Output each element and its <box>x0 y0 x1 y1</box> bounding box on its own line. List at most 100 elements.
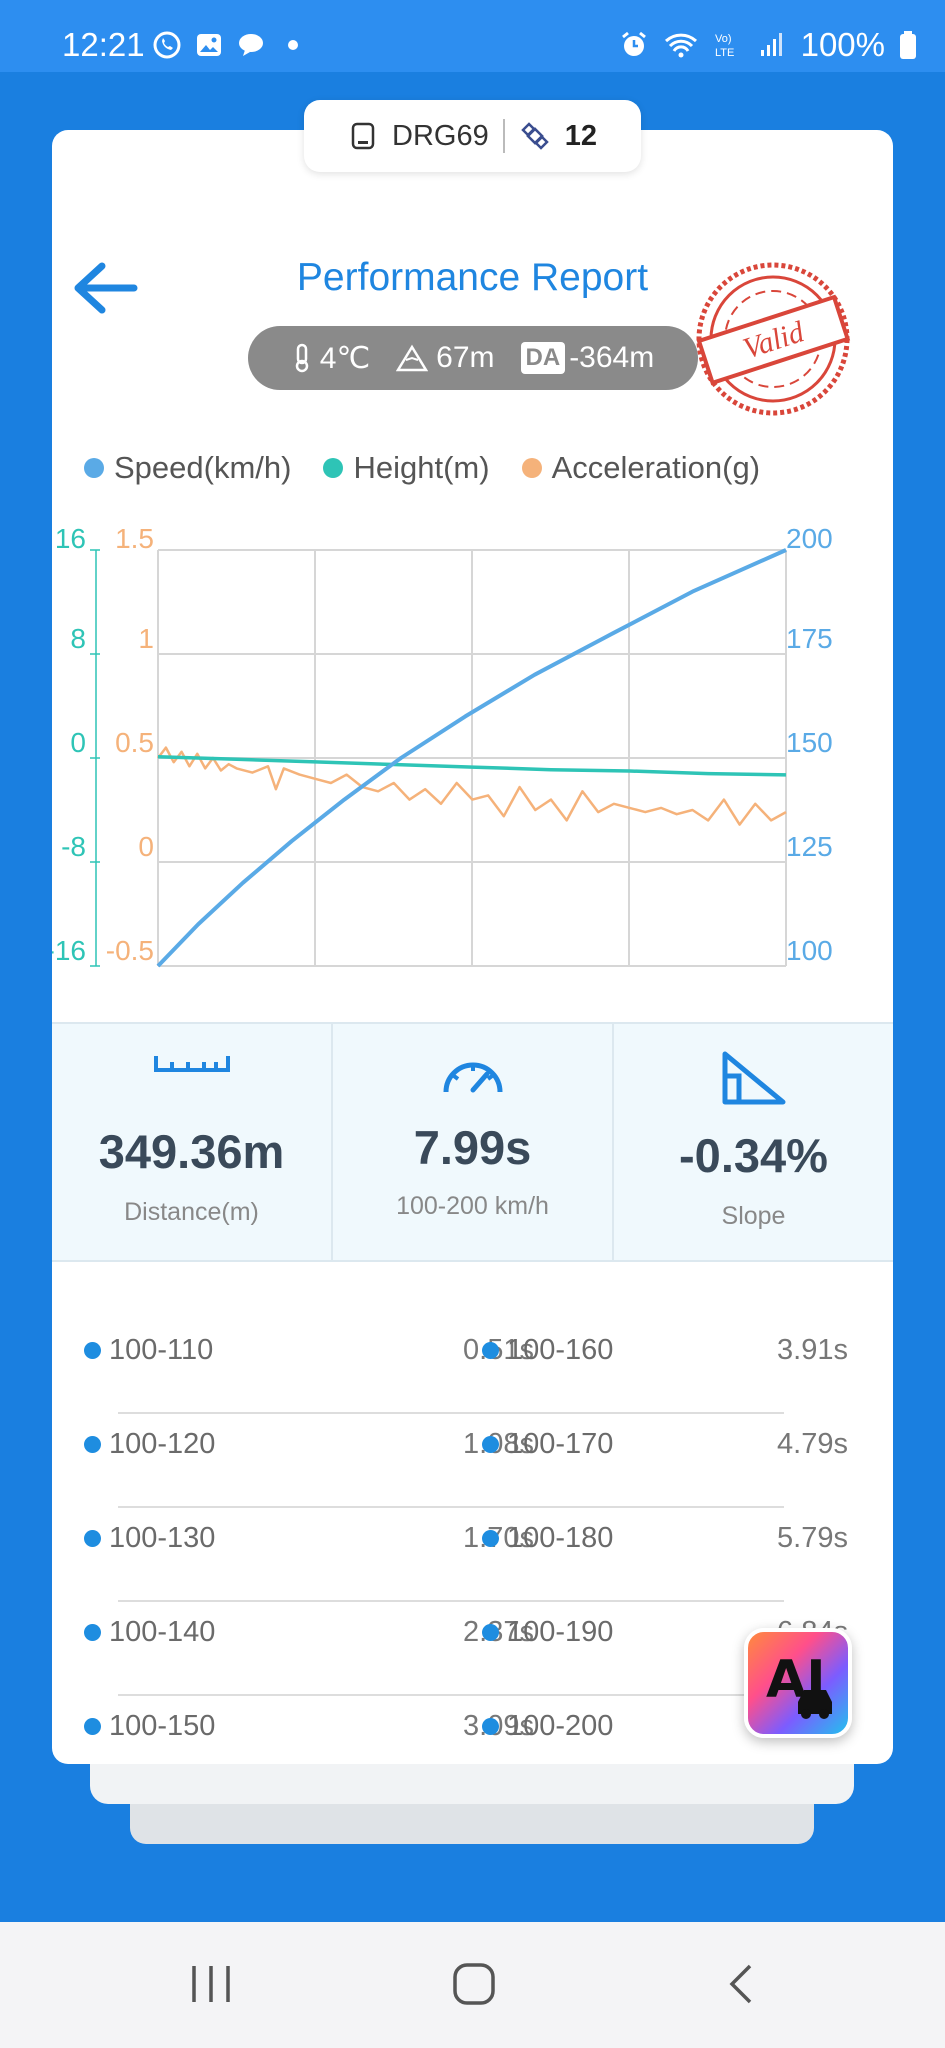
split-range: 100-200 <box>507 1710 613 1743</box>
divider <box>503 119 505 153</box>
bullet-icon <box>482 1718 499 1735</box>
height-tick-label: 16 <box>55 523 86 554</box>
bullet-icon <box>84 1530 101 1547</box>
time-label: 100-200 km/h <box>333 1192 612 1221</box>
accel-tick-label: 1 <box>138 623 154 654</box>
da-badge: DA <box>521 342 566 374</box>
legend-accel[interactable]: Acceleration(g) <box>522 450 760 486</box>
recent-apps-icon[interactable] <box>188 1962 234 2006</box>
stat-distance: 349.36m Distance(m) <box>52 1024 331 1260</box>
performance-chart: 16 8 0 -8 -16 1.5 1 0.5 0 -0.5 200 175 150 125 100 <box>52 510 893 980</box>
satellite-icon <box>519 120 551 152</box>
svg-text:LTE: LTE <box>715 47 734 59</box>
svg-text:Vo): Vo) <box>715 33 732 45</box>
speed-tick-label: 125 <box>786 831 833 862</box>
bullet-icon <box>482 1436 499 1453</box>
valid-stamp: Valid <box>692 258 854 420</box>
split-range: 100-130 <box>109 1522 215 1555</box>
device-icon <box>348 121 378 151</box>
stat-slope: -0.34% Slope <box>612 1024 893 1260</box>
height-swatch <box>323 458 343 478</box>
status-bar: 12:21 Vo) LTE 100% <box>0 0 945 72</box>
volte-icon: Vo) LTE <box>713 30 743 60</box>
split-left: 100-120 <box>84 1428 215 1461</box>
split-time: 3.91s <box>684 1334 848 1367</box>
split-range: 100-170 <box>507 1428 613 1461</box>
accel-swatch <box>522 458 542 478</box>
car-icon <box>792 1680 838 1720</box>
height-tick-label: 8 <box>70 623 86 654</box>
split-right: 100-180 <box>482 1522 613 1555</box>
signal-icon <box>757 30 787 60</box>
device-tag[interactable]: DRG69 12 <box>304 100 641 172</box>
split-left: 100-130 <box>84 1522 215 1555</box>
split-range: 100-150 <box>109 1710 215 1743</box>
split-left: 100-140 <box>84 1616 215 1649</box>
split-right: 100-160 <box>482 1334 613 1367</box>
legend-height-label: Height(m) <box>353 450 489 486</box>
battery-icon <box>899 30 917 60</box>
split-row: 100-1201.08s100-1704.79s <box>84 1414 864 1508</box>
satellite-count: 12 <box>565 120 597 153</box>
system-nav-bar <box>0 1922 945 2048</box>
speed-tick-label: 100 <box>786 935 833 966</box>
split-range: 100-160 <box>507 1334 613 1367</box>
altitude: 67m <box>436 341 494 375</box>
legend-speed-label: Speed(km/h) <box>114 450 291 486</box>
time-value: 7.99s <box>333 1120 612 1175</box>
slope-label: Slope <box>614 1202 893 1231</box>
split-right: 100-190 <box>482 1616 613 1649</box>
distance-label: Distance(m) <box>52 1198 331 1227</box>
distance-value: 349.36m <box>52 1124 331 1179</box>
split-range: 100-140 <box>109 1616 215 1649</box>
split-range: 100-190 <box>507 1616 613 1649</box>
accel-tick-label: 0.5 <box>115 727 154 758</box>
ruler-icon <box>152 1050 232 1080</box>
ai-assistant-button[interactable]: AI <box>744 1628 852 1738</box>
conditions-pill: 4℃ 67m DA -364m <box>248 326 698 390</box>
split-range: 100-110 <box>109 1334 213 1367</box>
bullet-icon <box>84 1718 101 1735</box>
wifi-icon <box>663 30 699 60</box>
home-icon[interactable] <box>452 1962 496 2006</box>
height-tick-label: -16 <box>52 935 86 966</box>
density-altitude: -364m <box>569 341 654 375</box>
accel-tick-label: 0 <box>138 831 154 862</box>
slope-value: -0.34% <box>614 1128 893 1183</box>
alarm-icon <box>619 30 649 60</box>
bullet-icon <box>482 1342 499 1359</box>
thermometer-icon <box>292 343 312 373</box>
bullet-icon <box>84 1342 101 1359</box>
battery-percent: 100% <box>801 26 885 64</box>
split-right: 100-200 <box>482 1710 613 1743</box>
whatsapp-icon <box>152 30 182 60</box>
speedometer-icon <box>440 1050 506 1098</box>
height-tick-label: 0 <box>70 727 86 758</box>
height-tick-label: -8 <box>61 831 86 862</box>
split-range: 100-120 <box>109 1428 215 1461</box>
notification-icons <box>152 30 308 60</box>
bullet-icon <box>84 1436 101 1453</box>
stat-time: 7.99s 100-200 km/h <box>331 1024 612 1260</box>
accel-tick-label: -0.5 <box>106 935 154 966</box>
chart-legend: Speed(km/h) Height(m) Acceleration(g) <box>84 450 760 486</box>
speed-swatch <box>84 458 104 478</box>
bullet-icon <box>84 1624 101 1641</box>
legend-speed[interactable]: Speed(km/h) <box>84 450 291 486</box>
speed-tick-label: 175 <box>786 623 833 654</box>
clock: 12:21 <box>62 26 145 64</box>
accel-tick-label: 1.5 <box>115 523 154 554</box>
split-left: 100-150 <box>84 1710 215 1743</box>
legend-accel-label: Acceleration(g) <box>552 450 760 486</box>
split-left: 100-110 <box>84 1334 213 1367</box>
bullet-icon <box>482 1530 499 1547</box>
temperature: 4℃ <box>320 341 370 376</box>
slope-icon <box>719 1050 789 1106</box>
device-name: DRG69 <box>392 120 489 153</box>
speed-tick-label: 200 <box>786 523 833 554</box>
back-nav-icon[interactable] <box>726 1962 758 2006</box>
stats-panel: 349.36m Distance(m) 7.99s 100-200 km/h -… <box>52 1022 893 1262</box>
legend-height[interactable]: Height(m) <box>323 450 489 486</box>
